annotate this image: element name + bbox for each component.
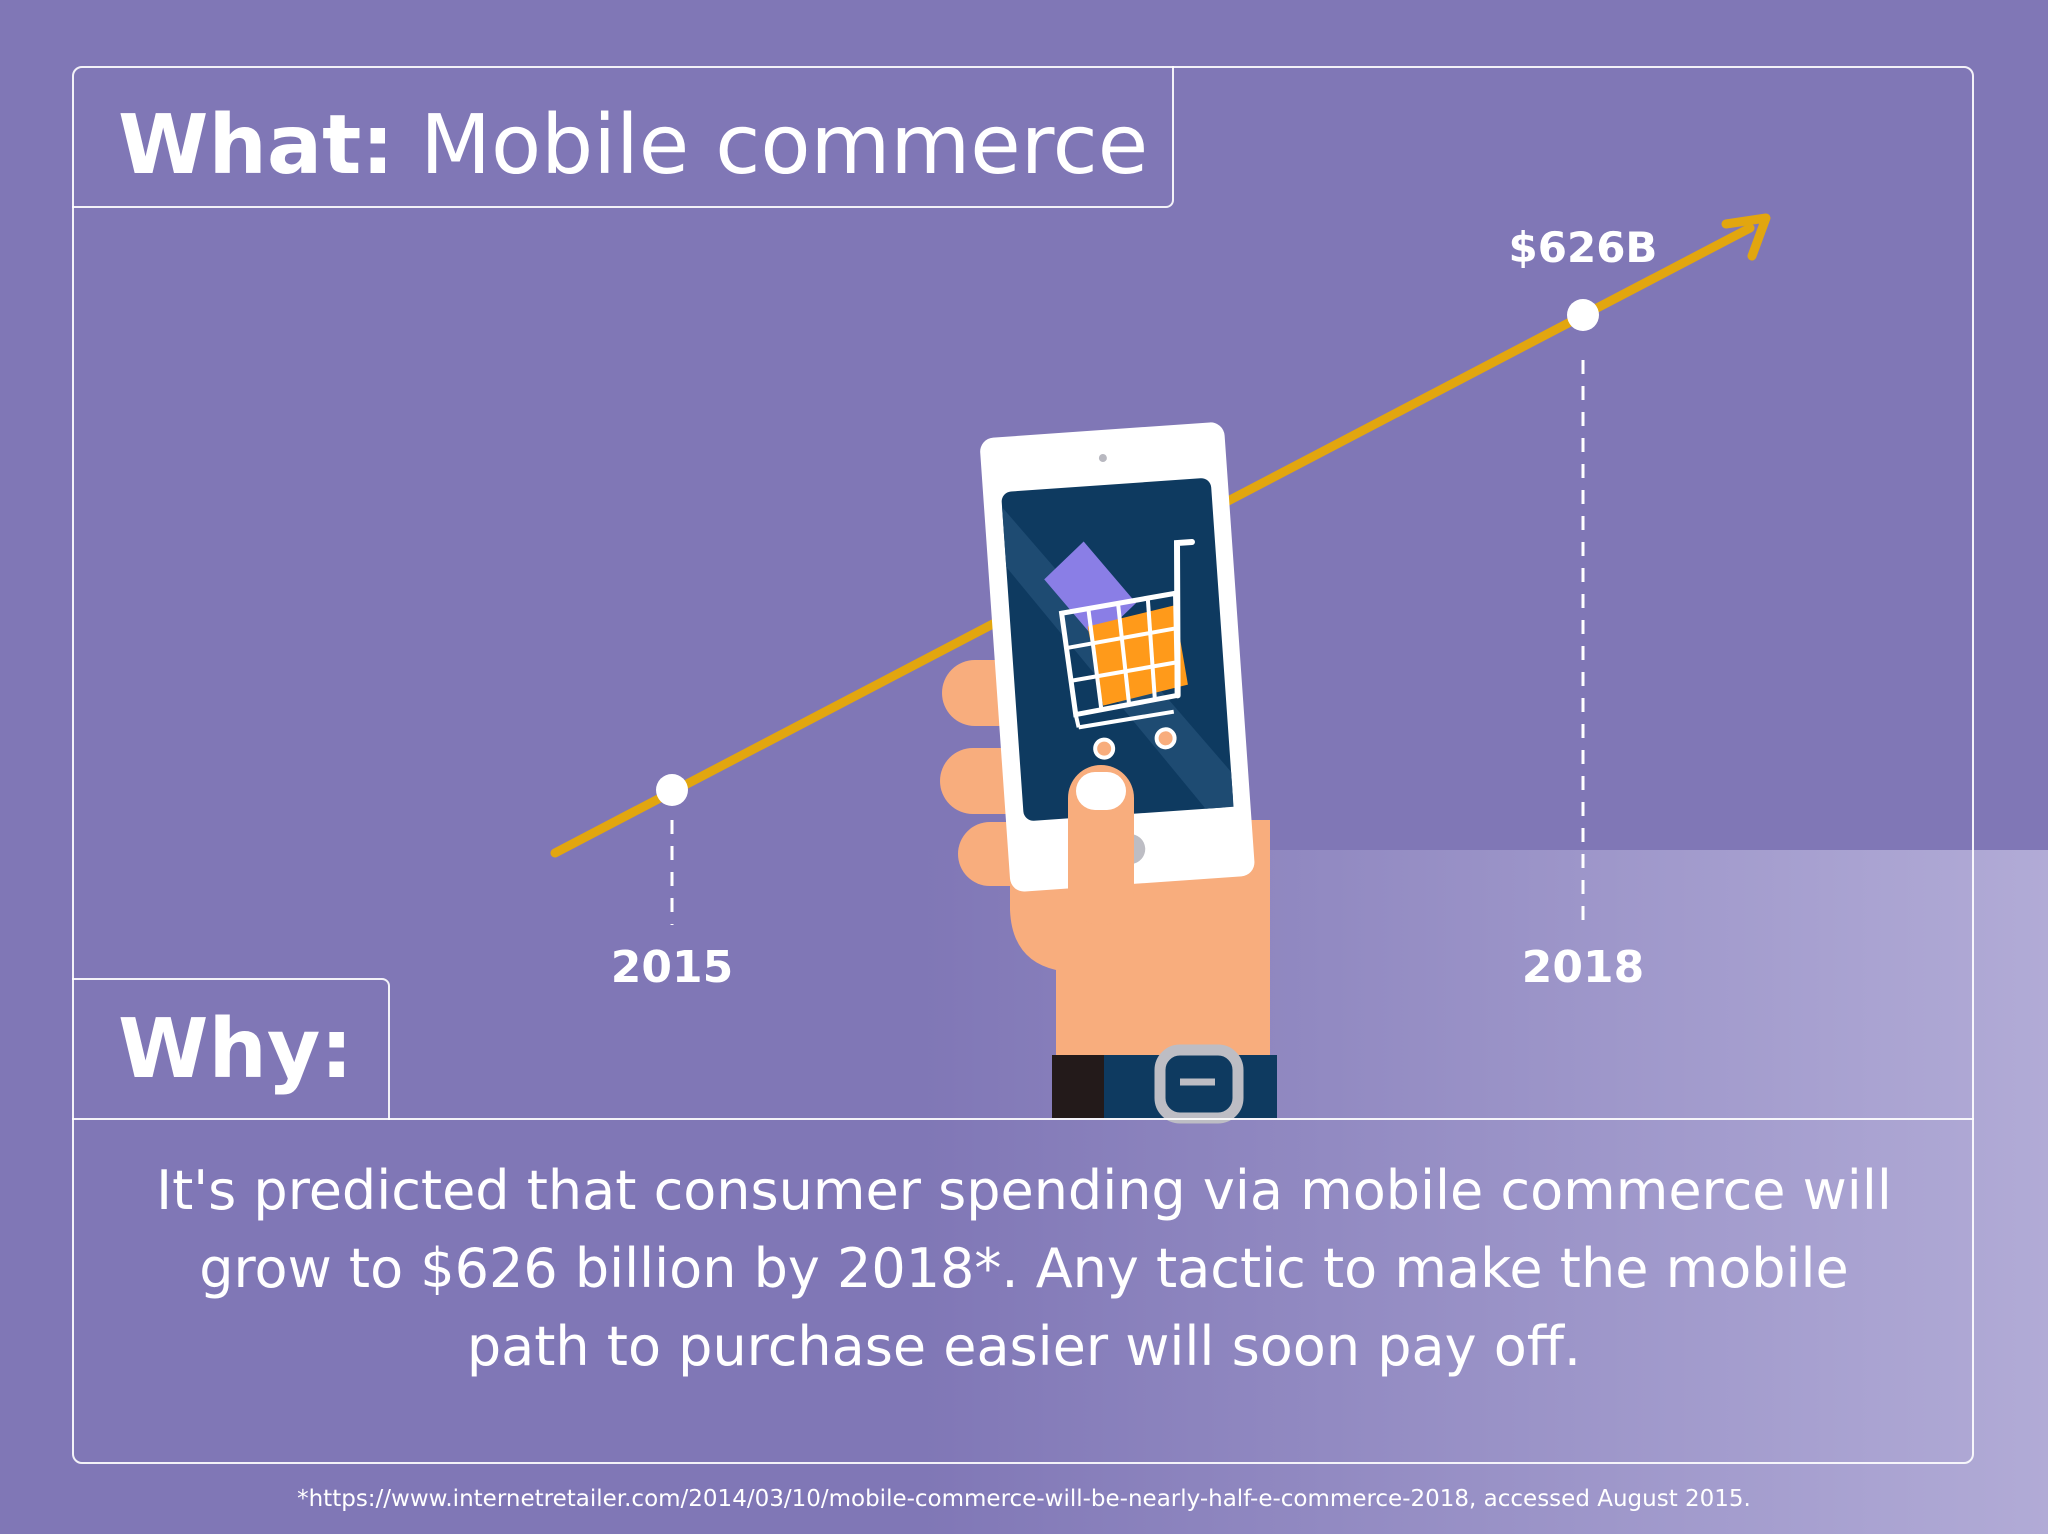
what-label: What:: [118, 98, 395, 193]
background-gradient: [0, 850, 2048, 1534]
why-heading: Why:: [118, 1002, 354, 1097]
source-footnote: *https://www.internetretailer.com/2014/0…: [297, 1486, 1751, 1512]
what-heading: What: Mobile commerce: [118, 96, 1148, 196]
content-frame: [72, 66, 1974, 1464]
body-paragraph: It's predicted that consumer spending vi…: [156, 1159, 1892, 1378]
section-divider: [72, 1118, 1974, 1120]
wristwatch-icon: [1052, 1044, 1277, 1124]
data-label-2018: $626B: [1509, 223, 1658, 272]
thumb: [1068, 765, 1134, 925]
why-header-box: [72, 978, 390, 1120]
x-tick-2015: 2015: [611, 942, 733, 993]
data-point-2018: [1567, 299, 1599, 331]
shopping-cart-icon: [1044, 538, 1195, 760]
x-tick-2018: 2018: [1522, 942, 1644, 993]
what-topic: Mobile commerce: [420, 98, 1149, 193]
what-header-box: [72, 66, 1174, 208]
data-point-2015: [656, 774, 688, 806]
